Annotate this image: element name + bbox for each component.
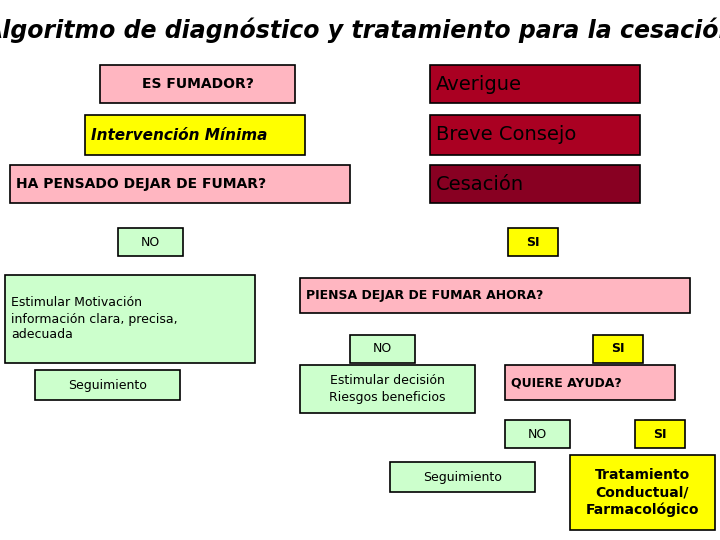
Text: SI: SI bbox=[653, 428, 667, 441]
FancyBboxPatch shape bbox=[10, 165, 350, 203]
Text: ES FUMADOR?: ES FUMADOR? bbox=[142, 77, 253, 91]
Text: Tratamiento
Conductual/
Farmacológico: Tratamiento Conductual/ Farmacológico bbox=[586, 468, 699, 517]
Text: Estimular decisión
Riesgos beneficios: Estimular decisión Riesgos beneficios bbox=[329, 375, 446, 403]
Text: Intervención Mínima: Intervención Mínima bbox=[91, 127, 267, 143]
FancyBboxPatch shape bbox=[635, 420, 685, 448]
FancyBboxPatch shape bbox=[593, 335, 643, 363]
Text: NO: NO bbox=[373, 342, 392, 355]
FancyBboxPatch shape bbox=[85, 115, 305, 155]
Text: SI: SI bbox=[611, 342, 625, 355]
Text: PIENSA DEJAR DE FUMAR AHORA?: PIENSA DEJAR DE FUMAR AHORA? bbox=[306, 289, 544, 302]
Text: Algoritmo de diagnóstico y tratamiento para la cesación: Algoritmo de diagnóstico y tratamiento p… bbox=[0, 17, 720, 43]
FancyBboxPatch shape bbox=[570, 455, 715, 530]
Text: Estimular Motivación
información clara, precisa,
adecuada: Estimular Motivación información clara, … bbox=[11, 296, 178, 341]
FancyBboxPatch shape bbox=[430, 115, 640, 155]
Text: Seguimiento: Seguimiento bbox=[68, 379, 147, 392]
FancyBboxPatch shape bbox=[430, 165, 640, 203]
FancyBboxPatch shape bbox=[430, 65, 640, 103]
FancyBboxPatch shape bbox=[300, 278, 690, 313]
FancyBboxPatch shape bbox=[300, 365, 475, 413]
FancyBboxPatch shape bbox=[118, 228, 183, 256]
FancyBboxPatch shape bbox=[508, 228, 558, 256]
Text: NO: NO bbox=[141, 235, 160, 248]
FancyBboxPatch shape bbox=[505, 365, 675, 400]
Text: QUIERE AYUDA?: QUIERE AYUDA? bbox=[511, 376, 622, 389]
Text: Cesación: Cesación bbox=[436, 174, 524, 193]
FancyBboxPatch shape bbox=[35, 370, 180, 400]
Text: HA PENSADO DEJAR DE FUMAR?: HA PENSADO DEJAR DE FUMAR? bbox=[16, 177, 266, 191]
Text: NO: NO bbox=[528, 428, 547, 441]
FancyBboxPatch shape bbox=[100, 65, 295, 103]
FancyBboxPatch shape bbox=[505, 420, 570, 448]
Text: Breve Consejo: Breve Consejo bbox=[436, 125, 577, 145]
FancyBboxPatch shape bbox=[350, 335, 415, 363]
Text: Averigue: Averigue bbox=[436, 75, 522, 93]
FancyBboxPatch shape bbox=[5, 275, 255, 363]
FancyBboxPatch shape bbox=[390, 462, 535, 492]
Text: SI: SI bbox=[526, 235, 540, 248]
Text: Seguimiento: Seguimiento bbox=[423, 470, 502, 483]
